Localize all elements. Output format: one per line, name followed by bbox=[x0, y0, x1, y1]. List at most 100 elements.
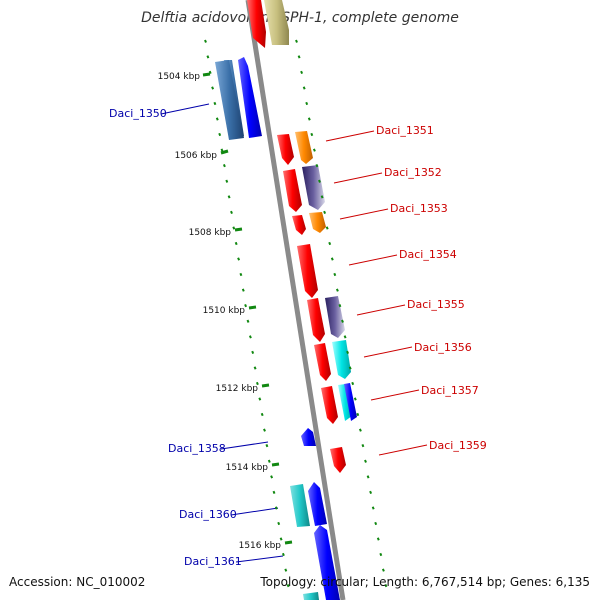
gene-arrow[interactable] bbox=[277, 134, 294, 165]
minor-ticks bbox=[204, 39, 388, 588]
scale-label: 1512 kbp bbox=[216, 384, 259, 394]
gene-arrow[interactable] bbox=[247, 0, 266, 48]
minor-tick bbox=[335, 288, 339, 292]
minor-tick bbox=[215, 117, 219, 121]
gene-arrow[interactable] bbox=[325, 296, 345, 338]
minor-tick bbox=[286, 584, 290, 588]
minor-tick bbox=[239, 272, 243, 277]
minor-tick bbox=[270, 475, 274, 479]
gene-arrow[interactable] bbox=[314, 343, 331, 381]
gene-label[interactable]: Daci_1356 bbox=[414, 341, 472, 354]
gene-arrow[interactable] bbox=[297, 244, 318, 298]
minor-tick bbox=[279, 537, 283, 541]
minor-tick bbox=[351, 381, 355, 386]
gene-arrow[interactable] bbox=[344, 383, 357, 421]
minor-tick bbox=[341, 319, 344, 323]
gene-arrow[interactable] bbox=[301, 428, 316, 446]
minor-tick bbox=[230, 210, 233, 214]
minor-tick bbox=[277, 521, 281, 526]
minor-tick bbox=[353, 397, 357, 401]
topology-text: Topology: circular; Length: 6,767,514 bp… bbox=[260, 575, 590, 589]
scale-major-ticks bbox=[202, 72, 293, 545]
minor-tick bbox=[222, 164, 226, 168]
gene-label[interactable]: Daci_1351 bbox=[376, 124, 434, 137]
gene-arrow[interactable] bbox=[332, 340, 351, 379]
leader-line bbox=[339, 208, 389, 220]
gene-label[interactable]: Daci_1354 bbox=[399, 248, 457, 261]
minor-tick bbox=[323, 210, 327, 214]
minor-tick bbox=[258, 397, 262, 401]
minor-tick bbox=[213, 101, 217, 106]
gene-arrow[interactable] bbox=[308, 482, 327, 526]
minor-tick bbox=[248, 335, 252, 339]
minor-tick bbox=[208, 70, 212, 74]
gene-arrow[interactable] bbox=[314, 525, 340, 600]
minor-tick bbox=[206, 55, 210, 59]
scale-major-tick bbox=[271, 462, 280, 467]
minor-tick bbox=[232, 226, 236, 230]
leader-line bbox=[160, 103, 210, 115]
gene-label[interactable]: Daci_1361 bbox=[184, 555, 242, 568]
minor-tick bbox=[369, 490, 373, 494]
gene-label[interactable]: Daci_1355 bbox=[407, 298, 465, 311]
gene-arrow[interactable] bbox=[321, 386, 338, 424]
gene-arrow[interactable] bbox=[215, 60, 244, 140]
scale-major-tick bbox=[284, 540, 293, 545]
gene-label[interactable]: Daci_1358 bbox=[168, 442, 226, 455]
scale-major-tick bbox=[220, 149, 229, 155]
minor-tick bbox=[295, 39, 298, 43]
gene-arrow[interactable] bbox=[302, 165, 325, 210]
scale-major-tick bbox=[248, 305, 257, 310]
minor-tick bbox=[333, 272, 337, 277]
genome-backbone bbox=[245, 0, 346, 600]
map-title: Delftia acidovorans SPH-1, complete geno… bbox=[141, 10, 459, 26]
gene-label[interactable]: Daci_1359 bbox=[429, 439, 487, 452]
gene-arrow[interactable] bbox=[307, 298, 325, 342]
gene-arrow[interactable] bbox=[330, 447, 346, 473]
gene-arrow[interactable] bbox=[238, 57, 262, 138]
accession-text: Accession: NC_010002 bbox=[9, 575, 146, 589]
minor-tick bbox=[318, 179, 321, 183]
gene-arrow[interactable] bbox=[338, 384, 352, 421]
leader-line bbox=[363, 346, 413, 358]
minor-tick bbox=[244, 304, 248, 308]
gene-arrow[interactable] bbox=[290, 484, 310, 527]
minor-tick bbox=[300, 70, 304, 74]
minor-tick bbox=[312, 148, 316, 152]
scale-label: 1514 kbp bbox=[226, 463, 269, 473]
minor-tick bbox=[241, 288, 245, 292]
gene-arrow[interactable] bbox=[264, 0, 289, 45]
scale-label: 1516 kbp bbox=[239, 541, 282, 551]
gene-label[interactable]: Daci_1353 bbox=[390, 202, 448, 215]
leader-line bbox=[378, 444, 428, 456]
minor-tick bbox=[320, 195, 324, 199]
scale-label: 1504 kbp bbox=[158, 72, 201, 82]
minor-tick bbox=[305, 101, 309, 106]
leader-line bbox=[220, 441, 269, 450]
gene-label[interactable]: Daci_1357 bbox=[421, 384, 479, 397]
leader-line bbox=[356, 304, 406, 316]
gene-arrow[interactable] bbox=[295, 131, 313, 164]
minor-tick bbox=[267, 459, 271, 463]
minor-tick bbox=[371, 506, 375, 510]
leader-line bbox=[370, 389, 420, 401]
minor-tick bbox=[255, 381, 259, 386]
gene-label[interactable]: Daci_1350 bbox=[109, 107, 167, 120]
minor-tick bbox=[381, 568, 385, 572]
gene-label[interactable]: Daci_1360 bbox=[179, 508, 237, 521]
gene-arrow[interactable] bbox=[292, 215, 306, 235]
gene-arrow[interactable] bbox=[283, 169, 302, 212]
minor-tick bbox=[307, 117, 311, 121]
leader-line bbox=[348, 254, 398, 266]
gene-label[interactable]: Daci_1352 bbox=[384, 166, 442, 179]
minor-tick bbox=[384, 584, 388, 588]
gene-arrow[interactable] bbox=[309, 212, 326, 233]
minor-tick bbox=[263, 428, 266, 432]
minor-tick bbox=[376, 537, 380, 541]
scale-label: 1510 kbp bbox=[203, 306, 246, 316]
minor-tick bbox=[374, 521, 378, 526]
scale-labels: 1504 kbp 1506 kbp 1508 kbp 1510 kbp 1512… bbox=[158, 72, 282, 551]
gene-arrow[interactable] bbox=[303, 592, 319, 600]
minor-tick bbox=[310, 132, 314, 137]
